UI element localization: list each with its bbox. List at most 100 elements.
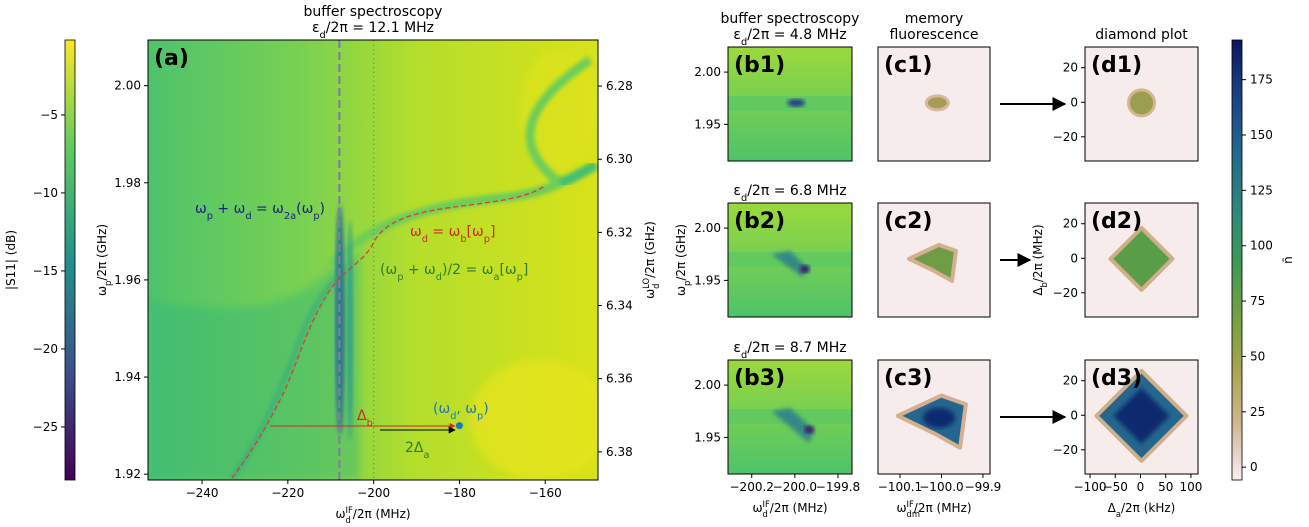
y-tick-label: 2.00	[114, 79, 141, 93]
panel-title: εd/2π = 6.8 MHz	[733, 183, 846, 204]
text-part: ω	[752, 501, 762, 515]
text-part: (ω	[296, 201, 313, 217]
x-tick-label: −199.8	[816, 480, 860, 494]
y-tick-label: −20	[1053, 443, 1078, 457]
heatmap-region	[470, 360, 598, 480]
y-tick-label: −20	[1053, 286, 1078, 300]
text-part: ω	[335, 507, 345, 521]
text-part: d	[741, 37, 747, 48]
heatmap	[878, 203, 990, 317]
y2-tick-label: 6.34	[606, 299, 633, 313]
heatmap-blob	[804, 425, 815, 434]
y-tick-label: 1.96	[114, 273, 141, 287]
text-part: a	[423, 450, 429, 461]
annotation: Δb	[357, 408, 373, 429]
text-part: /2π = 8.7 MHz	[747, 340, 846, 356]
y-tick-label: 1.95	[694, 273, 721, 287]
panel-title: εd/2π = 12.1 MHz	[312, 20, 434, 41]
text-part: (ω	[380, 262, 397, 278]
colorbar-tick-label: −10	[33, 186, 58, 200]
x-axis-label: Δa/2π (kHz)	[1108, 501, 1176, 519]
heatmap	[1085, 203, 1198, 317]
text-part: ω	[95, 286, 109, 296]
text-part: )	[483, 401, 488, 417]
plot-frame	[727, 46, 853, 162]
text-part: b	[1039, 282, 1049, 287]
text-part: d	[741, 193, 747, 204]
text-part: Δ	[1108, 501, 1117, 515]
text-part: b	[460, 234, 466, 245]
colorbar-tick-label: −25	[33, 420, 58, 434]
colorbar	[64, 39, 76, 481]
annotation: (ωp + ωd)/2 = ωa[ωp]	[380, 262, 528, 283]
panel-label: (d1)	[1091, 53, 1142, 78]
heatmap-region	[148, 250, 360, 480]
heatmap-core	[923, 407, 955, 428]
y-axis-label: ωp/2π (GHz)	[674, 224, 692, 296]
plot-frame	[877, 46, 991, 162]
text-part: IF	[346, 505, 353, 515]
annotation: (ωd, ωp)	[433, 401, 489, 422]
text-part: d	[346, 515, 351, 525]
y-tick-label: 20	[1063, 374, 1078, 388]
text-part: /2π (GHz)	[95, 224, 109, 281]
plot-frame	[877, 359, 991, 475]
panel-label: (d3)	[1091, 366, 1142, 391]
heatmap-region	[520, 50, 598, 170]
y-tick-label: 1.95	[694, 430, 721, 444]
text-part: p	[207, 211, 213, 222]
text-part: (ω	[433, 401, 450, 417]
panel-label: (b2)	[734, 209, 785, 234]
text-part: p	[313, 211, 319, 222]
x-tick-label: 100	[1179, 480, 1202, 494]
annotation: ωp + ωd = ω2a(ωp)	[195, 201, 325, 222]
x-tick-label: −200	[357, 486, 390, 500]
colorbar-tick-label: −15	[33, 264, 58, 278]
heatmap-blob	[787, 98, 806, 107]
y-tick-label: 0	[1070, 251, 1078, 265]
text-part: b	[367, 418, 373, 429]
text-part: LO	[641, 277, 651, 288]
y-axis-label: ωp/2π (GHz)	[95, 224, 113, 296]
plot-frame	[1084, 359, 1199, 475]
text-part: a	[493, 272, 499, 283]
y-tick-label: 2.00	[694, 65, 721, 79]
x-tick-label: −160	[529, 486, 562, 500]
plot-frame	[1084, 46, 1199, 162]
y-axis-label: Δb/2π (MHz)	[1031, 224, 1049, 295]
text-part: p	[682, 281, 692, 286]
text-part: dm	[907, 509, 920, 519]
text-part: Δ	[357, 408, 367, 424]
y-tick-label: 1.92	[114, 467, 141, 481]
point	[455, 422, 463, 430]
text-part: ]	[523, 262, 528, 278]
colorbar-tick-label: 25	[1250, 405, 1265, 419]
annotation: ωd = ωb[ωp]	[410, 224, 495, 245]
panel-title: εd/2π = 4.8 MHz	[733, 27, 846, 48]
y-tick-label: 2.00	[694, 221, 721, 235]
y-tick-label: −20	[1053, 130, 1078, 144]
colorbar-label: |S11| (dB)	[4, 230, 18, 290]
text-part: /2π (GHz)	[674, 224, 688, 281]
heatmap-core	[1113, 387, 1170, 444]
heatmap-blob	[799, 265, 810, 274]
y-tick-label: 1.94	[114, 370, 141, 384]
heatmap-blob	[924, 94, 950, 112]
x-tick-label: 0	[1137, 480, 1145, 494]
y-tick-label: 1.95	[694, 117, 721, 131]
text-part: , ω	[456, 401, 477, 417]
y2-tick-label: 6.28	[606, 79, 633, 93]
y-tick-label: 2.00	[694, 378, 721, 392]
text-part: IF	[907, 499, 914, 509]
panel-label: (c1)	[884, 53, 932, 78]
resonance-curve	[231, 185, 546, 479]
heatmap-ridge	[558, 160, 598, 188]
text-part: ε	[312, 20, 320, 36]
y2-axis-label: ωdLO/2π (GHz)	[641, 221, 661, 299]
y2-tick-label: 6.38	[606, 445, 633, 459]
text-part: )	[320, 201, 325, 217]
text-part: [ω	[499, 262, 516, 278]
y-tick-label: 1.98	[114, 176, 141, 190]
text-part: p	[517, 272, 523, 283]
